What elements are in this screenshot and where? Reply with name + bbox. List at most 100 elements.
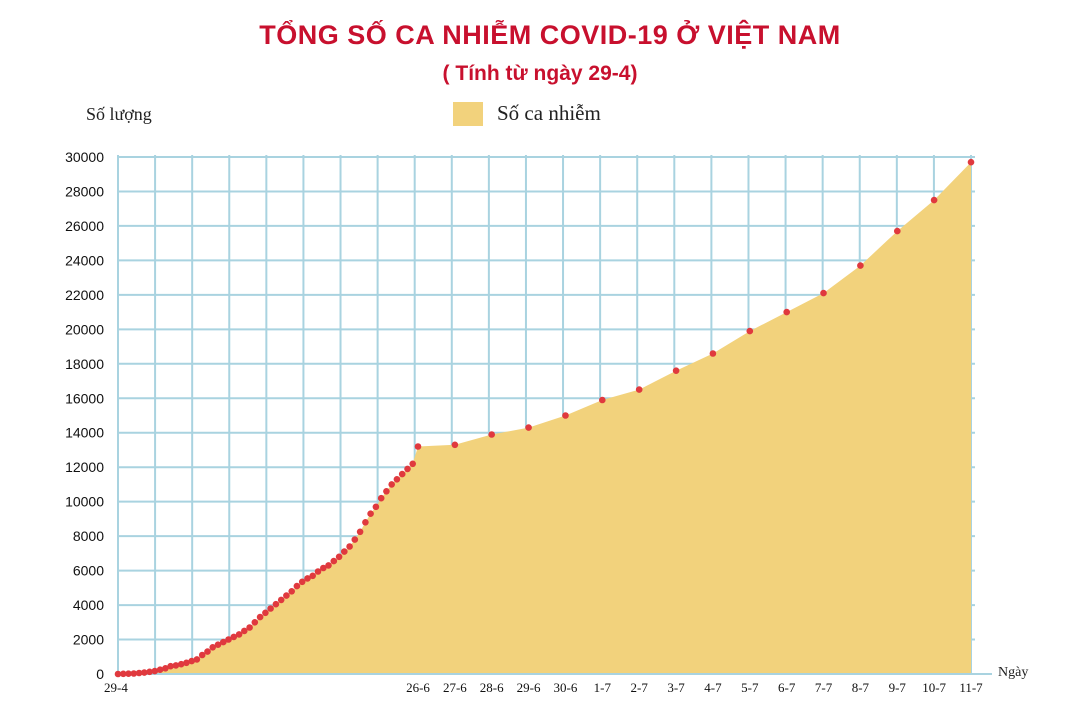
data-point bbox=[288, 588, 296, 595]
data-point bbox=[635, 386, 643, 393]
data-point bbox=[325, 562, 332, 569]
data-point bbox=[251, 619, 259, 626]
data-point bbox=[162, 665, 169, 672]
x-tick-label: 27-6 bbox=[443, 680, 467, 695]
x-tick-label: 9-7 bbox=[889, 680, 907, 695]
data-point bbox=[304, 575, 311, 582]
x-tick-labels: 29-4 26-6 27-6 28-6 29-6 30-6 1-7 2-7 3-7 4-7 5-7 6… bbox=[104, 680, 983, 695]
data-point bbox=[709, 350, 717, 357]
x-tick-label: 10-7 bbox=[922, 680, 946, 695]
data-point bbox=[209, 644, 216, 651]
data-point bbox=[135, 669, 143, 677]
chart-subtitle: ( Tính từ ngày 29-4) bbox=[442, 62, 638, 85]
legend: Số ca nhiễm bbox=[453, 101, 601, 126]
data-point bbox=[398, 470, 406, 478]
data-point bbox=[198, 651, 206, 659]
data-point bbox=[125, 670, 132, 677]
data-point bbox=[204, 648, 211, 655]
data-point bbox=[341, 548, 348, 555]
y-tick-label: 22000 bbox=[65, 287, 104, 303]
y-tick-label: 26000 bbox=[65, 218, 104, 234]
x-tick-label: 1-7 bbox=[594, 680, 612, 695]
data-point bbox=[141, 669, 148, 676]
y-tick-label: 2000 bbox=[73, 632, 104, 648]
data-point bbox=[256, 613, 264, 621]
x-axis-label: Ngày bbox=[998, 665, 1029, 680]
data-point bbox=[335, 553, 343, 561]
x-tick-label: 5-7 bbox=[741, 680, 759, 695]
axes bbox=[117, 155, 992, 675]
chart-title: TỔNG SỐ CA NHIỄM COVID-19 Ở VIỆT NAM bbox=[259, 20, 841, 50]
data-point bbox=[241, 627, 248, 635]
data-point bbox=[225, 636, 232, 643]
data-point bbox=[120, 670, 127, 678]
data-point bbox=[283, 592, 290, 599]
x-tick-label: 28-6 bbox=[480, 680, 504, 695]
data-point bbox=[230, 633, 238, 641]
data-point bbox=[746, 327, 754, 335]
y-tick-label: 6000 bbox=[73, 563, 104, 579]
data-point bbox=[525, 424, 532, 431]
data-point bbox=[356, 528, 364, 536]
data-point bbox=[314, 568, 322, 575]
data-point bbox=[130, 670, 138, 677]
x-tick-label: 11-7 bbox=[959, 680, 983, 695]
data-point bbox=[262, 609, 269, 617]
data-point bbox=[146, 668, 153, 676]
y-tick-label: 0 bbox=[96, 666, 104, 682]
legend-label: Số ca nhiễm bbox=[497, 101, 601, 125]
x-tick-label: 2-7 bbox=[631, 680, 649, 695]
data-point bbox=[351, 536, 359, 543]
y-tick-labels: 0 2000 4000 6000 8000 10000 12000 14000 16000 180… bbox=[65, 149, 104, 682]
data-point bbox=[246, 624, 253, 631]
data-point bbox=[393, 476, 401, 483]
data-point bbox=[114, 670, 122, 678]
data-point bbox=[372, 503, 380, 511]
data-point bbox=[451, 441, 459, 449]
data-point bbox=[235, 631, 243, 638]
data-point bbox=[857, 262, 864, 269]
y-tick-label: 8000 bbox=[73, 528, 104, 544]
x-tick-label: 7-7 bbox=[815, 680, 833, 695]
data-point bbox=[414, 443, 422, 450]
data-point bbox=[783, 308, 790, 316]
x-tick-label: 4-7 bbox=[704, 680, 722, 695]
data-point bbox=[820, 289, 827, 297]
data-point bbox=[388, 481, 396, 488]
x-tick-label: 3-7 bbox=[667, 680, 685, 695]
y-tick-label: 14000 bbox=[65, 425, 104, 441]
data-point bbox=[967, 158, 975, 166]
data-point bbox=[330, 557, 338, 565]
data-point bbox=[562, 412, 569, 419]
data-point bbox=[930, 196, 938, 204]
data-point bbox=[367, 510, 374, 517]
x-tick-label: 30-6 bbox=[554, 680, 578, 695]
data-point bbox=[309, 572, 317, 580]
data-point bbox=[183, 659, 190, 667]
data-point bbox=[383, 488, 390, 495]
y-tick-label: 18000 bbox=[65, 356, 104, 372]
data-point bbox=[404, 465, 411, 473]
data-point bbox=[267, 605, 274, 612]
y-tick-label: 30000 bbox=[65, 149, 104, 165]
data-point bbox=[167, 662, 174, 670]
data-point bbox=[894, 227, 901, 235]
y-axis-label: Số lượng bbox=[86, 104, 152, 124]
data-point bbox=[362, 519, 369, 526]
data-point bbox=[298, 578, 306, 586]
data-point bbox=[293, 582, 301, 590]
y-tick-label: 28000 bbox=[65, 183, 104, 199]
x-tick-label: 26-6 bbox=[406, 680, 430, 695]
data-point bbox=[272, 600, 280, 608]
y-tick-label: 16000 bbox=[65, 390, 104, 406]
area-series bbox=[118, 162, 971, 674]
data-point bbox=[177, 660, 185, 668]
x-tick-label: 29-4 bbox=[104, 680, 128, 695]
data-point bbox=[346, 543, 353, 550]
data-point bbox=[409, 460, 417, 468]
legend-swatch bbox=[453, 101, 483, 126]
data-point bbox=[188, 657, 195, 665]
data-point bbox=[599, 396, 606, 404]
data-points bbox=[114, 158, 975, 678]
